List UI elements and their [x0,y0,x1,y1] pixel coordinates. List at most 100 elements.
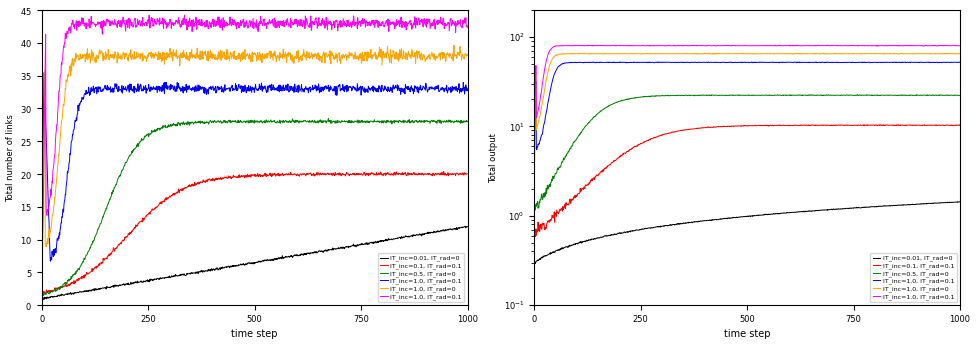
IT_inc=0.5, IT_rad=0 [905,93,916,97]
IT_inc=1.0, IT_rad=0.1 [38,71,50,75]
IT_inc=0.1, IT_rad=0.1 [615,153,627,157]
IT_inc=0.5, IT_rad=0 [861,93,873,97]
IT_inc=0.01, IT_rad=0 [615,230,627,235]
IT_inc=1.0, IT_rad=0.1 [528,256,540,260]
IT_inc=1.0, IT_rad=0.1 [876,43,888,48]
IT_inc=1.0, IT_rad=0.1 [441,89,453,93]
IT_inc=0.1, IT_rad=0.1 [36,291,48,295]
IT_inc=0.5, IT_rad=0 [413,119,425,123]
IT_inc=1.0, IT_rad=0 [554,52,566,57]
Line: IT_inc=0.1, IT_rad=0.1: IT_inc=0.1, IT_rad=0.1 [534,125,960,236]
Line: IT_inc=0.5, IT_rad=0: IT_inc=0.5, IT_rad=0 [42,119,468,296]
IT_inc=1.0, IT_rad=0 [615,52,627,56]
IT_inc=1.0, IT_rad=0 [528,275,540,279]
IT_inc=0.1, IT_rad=0.1 [123,232,135,236]
IT_inc=1.0, IT_rad=0.1 [615,60,627,65]
IT_inc=1.0, IT_rad=0.1 [861,44,873,48]
IT_inc=0.01, IT_rad=0 [952,200,963,204]
IT_inc=1.0, IT_rad=0.1 [934,60,946,64]
IT_inc=0.1, IT_rad=0.1 [528,229,540,233]
IT_inc=0.01, IT_rad=0 [861,205,873,209]
IT_inc=0.01, IT_rad=0 [459,224,470,228]
IT_inc=1.0, IT_rad=0 [772,51,784,55]
IT_inc=0.1, IT_rad=0.1 [530,234,542,238]
IT_inc=1.0, IT_rad=0.1 [123,88,135,92]
IT_inc=0.5, IT_rad=0 [322,117,334,121]
IT_inc=1.0, IT_rad=0.1 [554,63,566,68]
Y-axis label: Total number of links: Total number of links [6,114,15,201]
IT_inc=0.1, IT_rad=0.1 [442,172,454,176]
IT_inc=0.1, IT_rad=0.1 [934,123,946,127]
IT_inc=0.01, IT_rad=0 [36,296,48,300]
IT_inc=0.1, IT_rad=0.1 [955,123,966,127]
IT_inc=0.01, IT_rad=0 [955,200,966,204]
Line: IT_inc=1.0, IT_rad=0.1: IT_inc=1.0, IT_rad=0.1 [534,62,960,235]
IT_inc=1.0, IT_rad=0.1 [62,168,74,172]
IT_inc=0.01, IT_rad=0 [530,261,542,265]
IT_inc=0.5, IT_rad=0 [37,294,49,298]
IT_inc=0.5, IT_rad=0 [442,119,454,124]
IT_inc=0.1, IT_rad=0.1 [413,171,425,175]
IT_inc=0.5, IT_rad=0 [823,92,834,97]
Line: IT_inc=1.0, IT_rad=0.1: IT_inc=1.0, IT_rad=0.1 [534,45,960,258]
IT_inc=1.0, IT_rad=0.1 [615,44,627,48]
IT_inc=1.0, IT_rad=0 [905,51,916,56]
IT_inc=0.1, IT_rad=0.1 [892,122,904,127]
IT_inc=1.0, IT_rad=0.1 [861,60,873,65]
IT_inc=1.0, IT_rad=0.1 [413,16,425,20]
Y-axis label: Total output: Total output [489,133,498,183]
IT_inc=0.5, IT_rad=0 [385,120,396,125]
IT_inc=0.01, IT_rad=0 [905,203,916,207]
IT_inc=1.0, IT_rad=0 [448,43,460,47]
IT_inc=1.0, IT_rad=0.1 [36,297,48,302]
IT_inc=1.0, IT_rad=0 [61,72,73,77]
Line: IT_inc=1.0, IT_rad=0.1: IT_inc=1.0, IT_rad=0.1 [42,73,468,298]
IT_inc=0.1, IT_rad=0.1 [62,283,74,287]
IT_inc=1.0, IT_rad=0.1 [770,43,782,47]
IT_inc=1.0, IT_rad=0.1 [462,25,473,29]
IT_inc=1.0, IT_rad=0 [36,295,48,299]
IT_inc=0.5, IT_rad=0 [369,118,381,122]
IT_inc=1.0, IT_rad=0.1 [384,90,395,94]
IT_inc=0.01, IT_rad=0 [441,228,453,232]
IT_inc=0.01, IT_rad=0 [554,247,566,252]
IT_inc=0.5, IT_rad=0 [554,164,566,168]
X-axis label: time step: time step [724,329,770,339]
IT_inc=0.5, IT_rad=0 [528,212,540,216]
IT_inc=1.0, IT_rad=0.1 [955,60,966,64]
IT_inc=1.0, IT_rad=0.1 [876,60,888,64]
IT_inc=1.0, IT_rad=0 [441,52,453,56]
IT_inc=1.0, IT_rad=0.1 [934,43,946,48]
Legend: IT_inc=0.01, IT_rad=0, IT_inc=0.1, IT_rad=0.1, IT_inc=0.5, IT_rad=0, IT_inc=1.0,: IT_inc=0.01, IT_rad=0, IT_inc=0.1, IT_ra… [871,253,956,302]
IT_inc=0.5, IT_rad=0 [934,93,946,97]
Line: IT_inc=1.0, IT_rad=0: IT_inc=1.0, IT_rad=0 [42,45,468,297]
Line: IT_inc=1.0, IT_rad=0: IT_inc=1.0, IT_rad=0 [534,53,960,277]
IT_inc=1.0, IT_rad=0 [384,58,395,62]
IT_inc=1.0, IT_rad=0.1 [36,296,48,300]
IT_inc=1.0, IT_rad=0 [122,59,134,63]
IT_inc=0.01, IT_rad=0 [462,225,473,229]
Line: IT_inc=0.1, IT_rad=0.1: IT_inc=0.1, IT_rad=0.1 [42,171,468,294]
IT_inc=1.0, IT_rad=0.1 [554,44,566,48]
IT_inc=1.0, IT_rad=0.1 [905,44,916,48]
IT_inc=0.1, IT_rad=0.1 [462,172,473,176]
Line: IT_inc=0.5, IT_rad=0: IT_inc=0.5, IT_rad=0 [534,95,960,214]
IT_inc=1.0, IT_rad=0.1 [61,32,73,36]
Line: IT_inc=1.0, IT_rad=0.1: IT_inc=1.0, IT_rad=0.1 [42,15,468,299]
IT_inc=1.0, IT_rad=0.1 [652,60,664,64]
Legend: IT_inc=0.01, IT_rad=0, IT_inc=0.1, IT_rad=0.1, IT_inc=0.5, IT_rad=0, IT_inc=1.0,: IT_inc=0.01, IT_rad=0, IT_inc=0.1, IT_ra… [378,253,465,302]
IT_inc=0.5, IT_rad=0 [62,279,74,283]
IT_inc=1.0, IT_rad=0 [955,51,966,56]
IT_inc=1.0, IT_rad=0.1 [368,18,380,22]
IT_inc=0.1, IT_rad=0.1 [906,123,917,127]
IT_inc=1.0, IT_rad=0 [934,52,946,56]
IT_inc=1.0, IT_rad=0.1 [462,87,473,91]
IT_inc=1.0, IT_rad=0.1 [955,44,966,48]
IT_inc=0.01, IT_rad=0 [62,292,74,296]
IT_inc=1.0, IT_rad=0 [876,52,888,56]
IT_inc=1.0, IT_rad=0 [462,52,473,57]
IT_inc=1.0, IT_rad=0 [861,51,873,56]
IT_inc=0.1, IT_rad=0.1 [554,208,566,213]
IT_inc=0.01, IT_rad=0 [368,240,380,244]
IT_inc=1.0, IT_rad=0.1 [179,13,190,17]
